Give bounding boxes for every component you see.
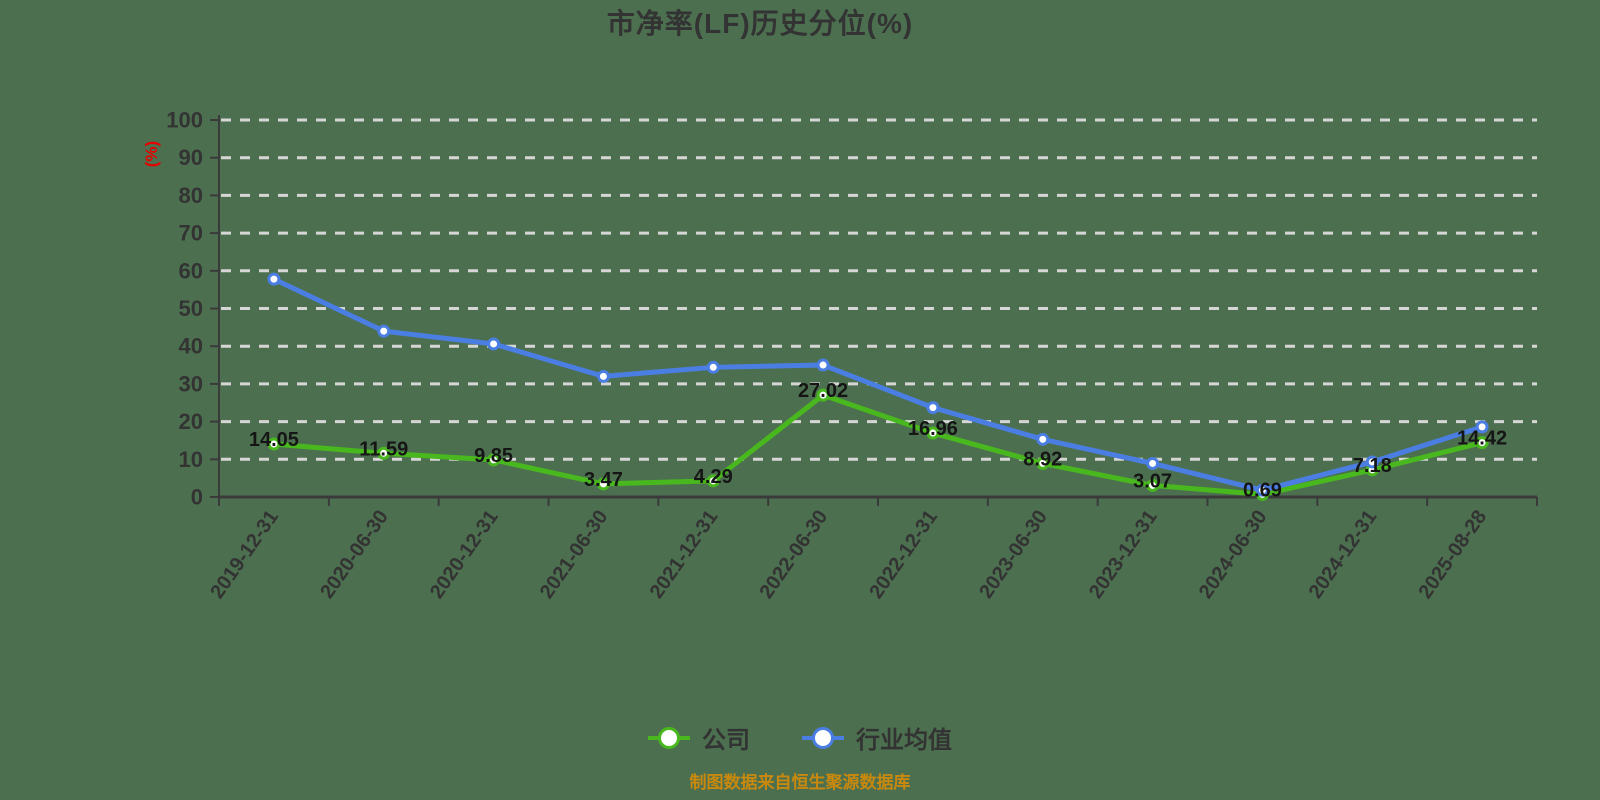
data-label: 8.92 [1023, 448, 1062, 470]
legend-label-company: 公司 [702, 727, 750, 754]
data-point [596, 477, 610, 491]
data-label: 3.07 [1133, 470, 1172, 492]
y-axis-label: 60 [179, 258, 203, 283]
data-point [706, 474, 720, 488]
x-axis-label: 2021-06-30 [536, 506, 613, 602]
data-label: 27.02 [798, 380, 848, 402]
company-series-line [271, 392, 1485, 497]
y-axis-label: 40 [179, 334, 203, 359]
data-point [816, 358, 830, 372]
data-point [1475, 420, 1489, 434]
x-axis-label: 2022-06-30 [755, 506, 832, 602]
legend-item-company[interactable]: 公司 [648, 720, 750, 755]
x-axis-labels: 2019-12-31 2020-06-30 2020-12-31 2021-06-30… [206, 506, 1491, 602]
y-axis-label: 50 [179, 296, 203, 321]
data-label: 9.85 [474, 445, 513, 467]
data-labels: 14.05 11.59 9.85 3.47 4.29 27.02 16.96 8.92 3.07… [249, 380, 1507, 501]
data-point [1036, 456, 1050, 470]
y-axis-label: 90 [179, 145, 203, 170]
industry-average-series-marker-icon [802, 726, 844, 750]
company-series-marker-icon [648, 726, 690, 750]
data-point [926, 401, 940, 415]
data-point [1036, 432, 1050, 446]
data-point [267, 272, 281, 286]
data-point [1475, 436, 1489, 450]
data-point [1365, 455, 1379, 469]
data-point [706, 360, 720, 374]
y-axis-label: 80 [179, 183, 203, 208]
data-label: 11.59 [359, 438, 408, 460]
x-axis-label: 2021-12-31 [646, 506, 723, 602]
industry-average-series-line [271, 276, 1485, 493]
x-axis-label: 2022-12-31 [865, 506, 942, 602]
axes: 0 10 20 30 40 50 60 70 80 90 100 [166, 108, 1538, 510]
y-axis-label: 100 [166, 108, 203, 133]
y-axis-label: 70 [179, 221, 203, 246]
x-axis-label: 2024-06-30 [1195, 506, 1272, 602]
data-point [377, 446, 391, 460]
data-label: 3.47 [584, 469, 623, 491]
data-point [1146, 456, 1160, 470]
data-point [1255, 483, 1269, 497]
data-point [926, 426, 940, 440]
legend-item-industry-average[interactable]: 行业均值 [802, 720, 952, 755]
chart-title: 市净率(LF)历史分位(%) [606, 8, 914, 39]
data-point [487, 453, 501, 467]
y-axis-label: 0 [191, 485, 203, 510]
data-label: 7.18 [1353, 455, 1392, 477]
data-point [267, 437, 281, 451]
x-axis-label: 2023-12-31 [1085, 506, 1162, 602]
data-label: 14.42 [1457, 428, 1507, 450]
x-axis-label: 2020-12-31 [426, 506, 503, 602]
y-axis-label: 20 [179, 409, 203, 434]
data-source-note: 制图数据来自恒生聚源数据库 [689, 773, 911, 792]
data-label: 4.29 [694, 466, 733, 488]
data-point [816, 388, 830, 402]
chart-legend: 公司 行业均值 [0, 720, 1600, 755]
company-series [267, 388, 1489, 501]
data-label: 0.69 [1243, 479, 1282, 501]
y-axis-label: 30 [179, 371, 203, 396]
gridlines [221, 118, 1537, 461]
data-point [1146, 478, 1160, 492]
y-axis-label: 10 [179, 447, 203, 472]
x-axis-label: 2019-12-31 [206, 506, 283, 602]
legend-label-industry-average: 行业均值 [856, 727, 952, 754]
x-axis-label: 2023-06-30 [975, 506, 1052, 602]
x-axis-label: 2024-12-31 [1305, 506, 1382, 602]
data-label: 16.96 [908, 418, 958, 440]
x-axis-label: 2025-08-28 [1414, 506, 1491, 602]
x-axis-label: 2020-06-30 [316, 506, 393, 602]
data-point [487, 337, 501, 351]
data-label: 14.05 [249, 429, 299, 451]
data-point [596, 369, 610, 383]
industry-average-series [267, 272, 1489, 497]
data-point [377, 324, 391, 338]
